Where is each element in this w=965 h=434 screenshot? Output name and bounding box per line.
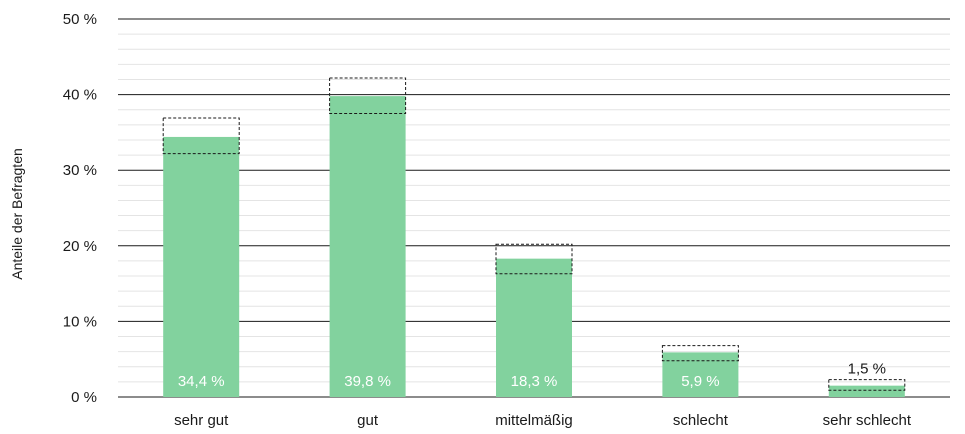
y-tick-label: 0 % [71,389,97,406]
x-category-label: sehr gut [174,412,229,429]
x-axis-labels: sehr gut gut mittelmäßig schlecht sehr schle… [174,412,912,429]
x-category-label: mittelmäßig [495,412,573,429]
y-axis-title: Anteile der Befragten [9,148,25,280]
x-category-label: sehr schlecht [823,412,912,429]
value-label: 39,8 % [344,373,391,390]
bars [163,96,905,397]
x-category-label: gut [357,412,379,429]
confidence-intervals [162,77,906,391]
y-tick-label: 10 % [63,313,97,330]
bar [828,385,905,397]
x-category-label: schlecht [673,412,729,429]
value-label: 34,4 % [178,373,225,390]
bar [163,136,240,397]
grid-lines [118,18,950,398]
value-label: 5,9 % [681,373,719,390]
confidence-interval [661,345,739,362]
confidence-interval [828,379,906,391]
y-axis-ticks: 0 % 10 % 20 % 30 % 40 % 50 % [63,11,97,406]
bar [329,96,406,397]
value-label: 18,3 % [511,373,558,390]
y-tick-label: 30 % [63,162,97,179]
bar [662,352,739,397]
value-labels: 34,4 % 39,8 % 18,3 % 5,9 % 1,5 % [178,361,886,390]
y-tick-label: 40 % [63,87,97,104]
bar [496,258,572,397]
confidence-interval [162,117,240,155]
value-label: 1,5 % [848,361,886,378]
confidence-interval [329,77,407,115]
y-tick-label: 50 % [63,11,97,28]
y-tick-label: 20 % [63,238,97,255]
confidence-interval [495,243,573,275]
